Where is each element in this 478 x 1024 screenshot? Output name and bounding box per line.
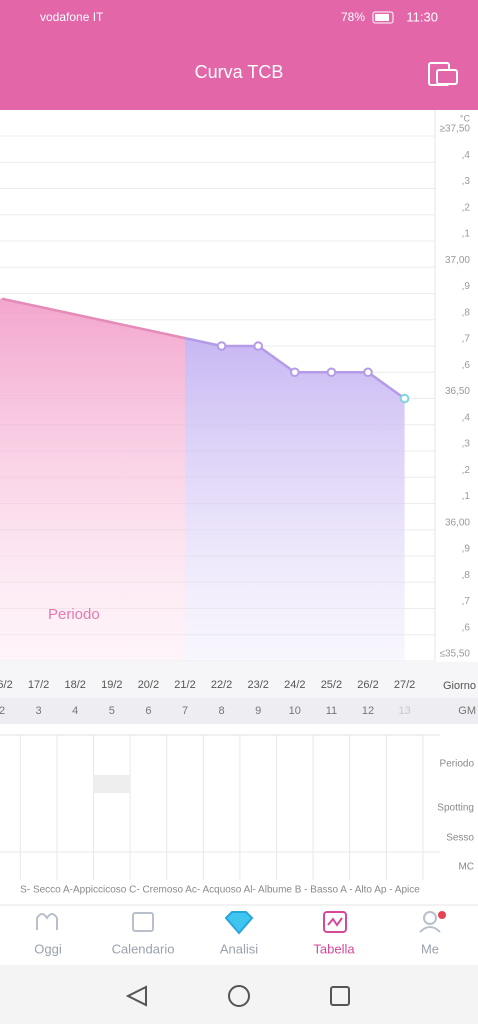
y-tick-label: ,2 [462, 202, 471, 213]
day-number: 5 [109, 705, 115, 717]
y-tick-label: 36,00 [445, 517, 470, 528]
connector [184, 336, 222, 348]
x-tick-label: 23/2 [247, 679, 268, 691]
x-tick-label: 19/2 [101, 679, 122, 691]
day-number: 13 [398, 705, 410, 717]
battery-icon [372, 11, 394, 24]
icon-oggi [36, 913, 58, 930]
icon-calendario [132, 912, 154, 932]
tracking-row-label: Spotting [437, 803, 474, 814]
clock: 11:30 [406, 9, 438, 24]
y-tick-label: ≤35,50 [439, 649, 470, 660]
y-tick-label: ,6 [462, 360, 471, 371]
y-tick-label: ,4 [462, 412, 471, 423]
line [1, 297, 186, 340]
unit-label: °C [460, 113, 471, 123]
gm-row [0, 698, 478, 724]
y-tick-label: ,9 [462, 544, 471, 555]
line [221, 344, 406, 400]
x-tick-label: 17/2 [28, 679, 49, 691]
period-cell [93, 775, 131, 793]
y-tick-label: ,4 [462, 150, 471, 161]
tracking-row-label: Sesso [446, 833, 474, 844]
icon-analisi [224, 911, 254, 935]
y-tick-label: ,7 [462, 334, 471, 345]
rotate-icon[interactable] [428, 62, 458, 86]
tab-label[interactable]: Oggi [34, 941, 62, 956]
day-number: 6 [145, 705, 151, 717]
point [363, 367, 373, 378]
x-tick-label: 25/2 [321, 679, 342, 691]
y-tick-label: ,2 [462, 465, 471, 476]
x-tick-label: 18/2 [64, 679, 85, 691]
tab-label[interactable]: Analisi [220, 941, 258, 956]
icon-tabella [323, 911, 347, 933]
header-bar [0, 0, 478, 110]
day-number: 2 [0, 705, 5, 717]
tracking-legend: S- Secco A-Appiccicoso C- Cremoso Ac- Ac… [20, 885, 420, 896]
y-tick-label: ,6 [462, 622, 471, 633]
tracking-row-label: Periodo [440, 759, 475, 770]
home-button[interactable] [228, 985, 250, 1007]
battery: 78% [341, 10, 365, 24]
tracking-row-label: MC [458, 862, 474, 873]
chart: ≥37,50 ,4 ,3 ,2 ,1 37,00 ,9 ,8 ,7 ,6 36,50 ,4 ,3 ,2 ,1… [0, 110, 471, 662]
icon-tabella-line [327, 917, 343, 927]
battery-level [375, 14, 389, 21]
x-tick-label: 21/2 [174, 679, 195, 691]
point [216, 341, 227, 351]
day-number: 9 [255, 705, 261, 717]
y-tick-label: ,7 [462, 596, 471, 607]
point [326, 367, 337, 378]
day-number: 3 [36, 705, 42, 717]
tab-label[interactable]: Me [421, 941, 439, 956]
tab-label[interactable]: Tabella [313, 941, 355, 956]
annotation: Periodo [48, 606, 100, 623]
nav-icons [36, 911, 446, 935]
area [0, 298, 185, 661]
day-number: 7 [182, 705, 188, 717]
y-tick-label: ,3 [462, 439, 471, 450]
icon-me-body [419, 926, 441, 933]
point [253, 341, 264, 351]
y-tick-label: ,1 [462, 491, 471, 502]
x-tick-label: 22/2 [211, 679, 232, 691]
title: Curva TCB [195, 62, 284, 82]
y-tick-label: ,1 [462, 229, 471, 240]
x-axis-label: Giorno [443, 680, 476, 692]
y-tick-label: ,9 [462, 281, 471, 292]
y-tick-label: ,8 [462, 307, 471, 318]
day-number: 8 [219, 705, 225, 717]
system-nav [0, 965, 478, 1024]
icon-part [436, 69, 458, 85]
y-tick-label: ,8 [462, 570, 471, 581]
day-number: 12 [362, 705, 374, 717]
x-tick-label: 16/2 [0, 679, 13, 691]
y-tick-label: ≥37,50 [439, 124, 470, 135]
x-tick-label: 26/2 [357, 679, 378, 691]
icon-me [423, 911, 437, 925]
y-tick-label: 37,00 [445, 255, 470, 266]
recents-button[interactable] [330, 986, 350, 1006]
x-tick-label: 24/2 [284, 679, 305, 691]
tab-label[interactable]: Calendario [112, 941, 175, 956]
y-tick-label: ,3 [462, 176, 471, 187]
back-button[interactable] [125, 985, 147, 1007]
point [290, 367, 300, 378]
y-tick-label: 36,50 [445, 386, 470, 397]
day-row [0, 662, 478, 698]
day-number: 11 [326, 705, 337, 717]
badge [438, 911, 446, 919]
day-number: 10 [289, 705, 301, 717]
point [399, 393, 410, 404]
day-axis-label: GM [458, 705, 476, 717]
area [185, 338, 405, 661]
x-tick-label: 20/2 [138, 679, 159, 691]
x-tick-label: 27/2 [394, 679, 415, 691]
day-number: 4 [72, 705, 78, 717]
carrier: vodafone IT [40, 10, 104, 24]
